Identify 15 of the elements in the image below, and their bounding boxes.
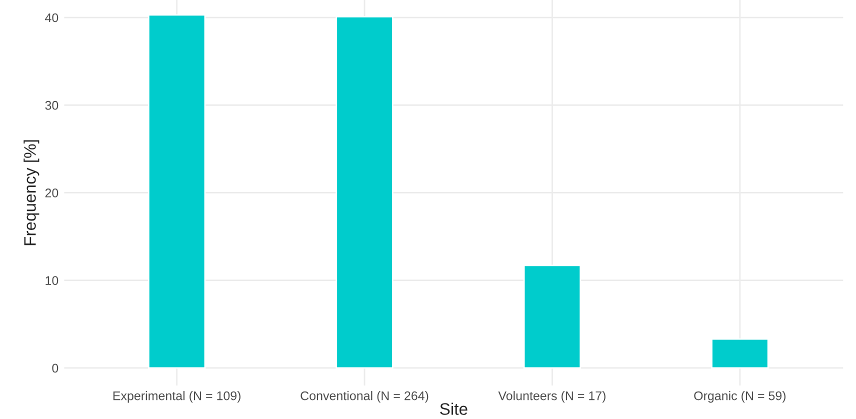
y-tick-label: 0 (52, 364, 58, 373)
x-axis-title: Site (440, 402, 468, 415)
bar (711, 338, 769, 369)
y-tick-label: 30 (45, 100, 58, 110)
y-tick-label: 40 (45, 13, 58, 22)
bar (148, 14, 206, 369)
bar (336, 16, 394, 369)
y-tick-label: 10 (46, 276, 58, 285)
y-tick-label: 20 (45, 188, 58, 198)
y-axis-title: Frequency [%] (24, 140, 40, 246)
bar (523, 264, 582, 369)
x-tick-label: Organic (N = 59) (694, 391, 786, 403)
x-tick-label: Conventional (N = 264) (300, 391, 428, 403)
x-tick-label: Volunteers (N = 17) (498, 391, 606, 403)
x-tick-label: Experimental (N = 109) (113, 391, 240, 403)
